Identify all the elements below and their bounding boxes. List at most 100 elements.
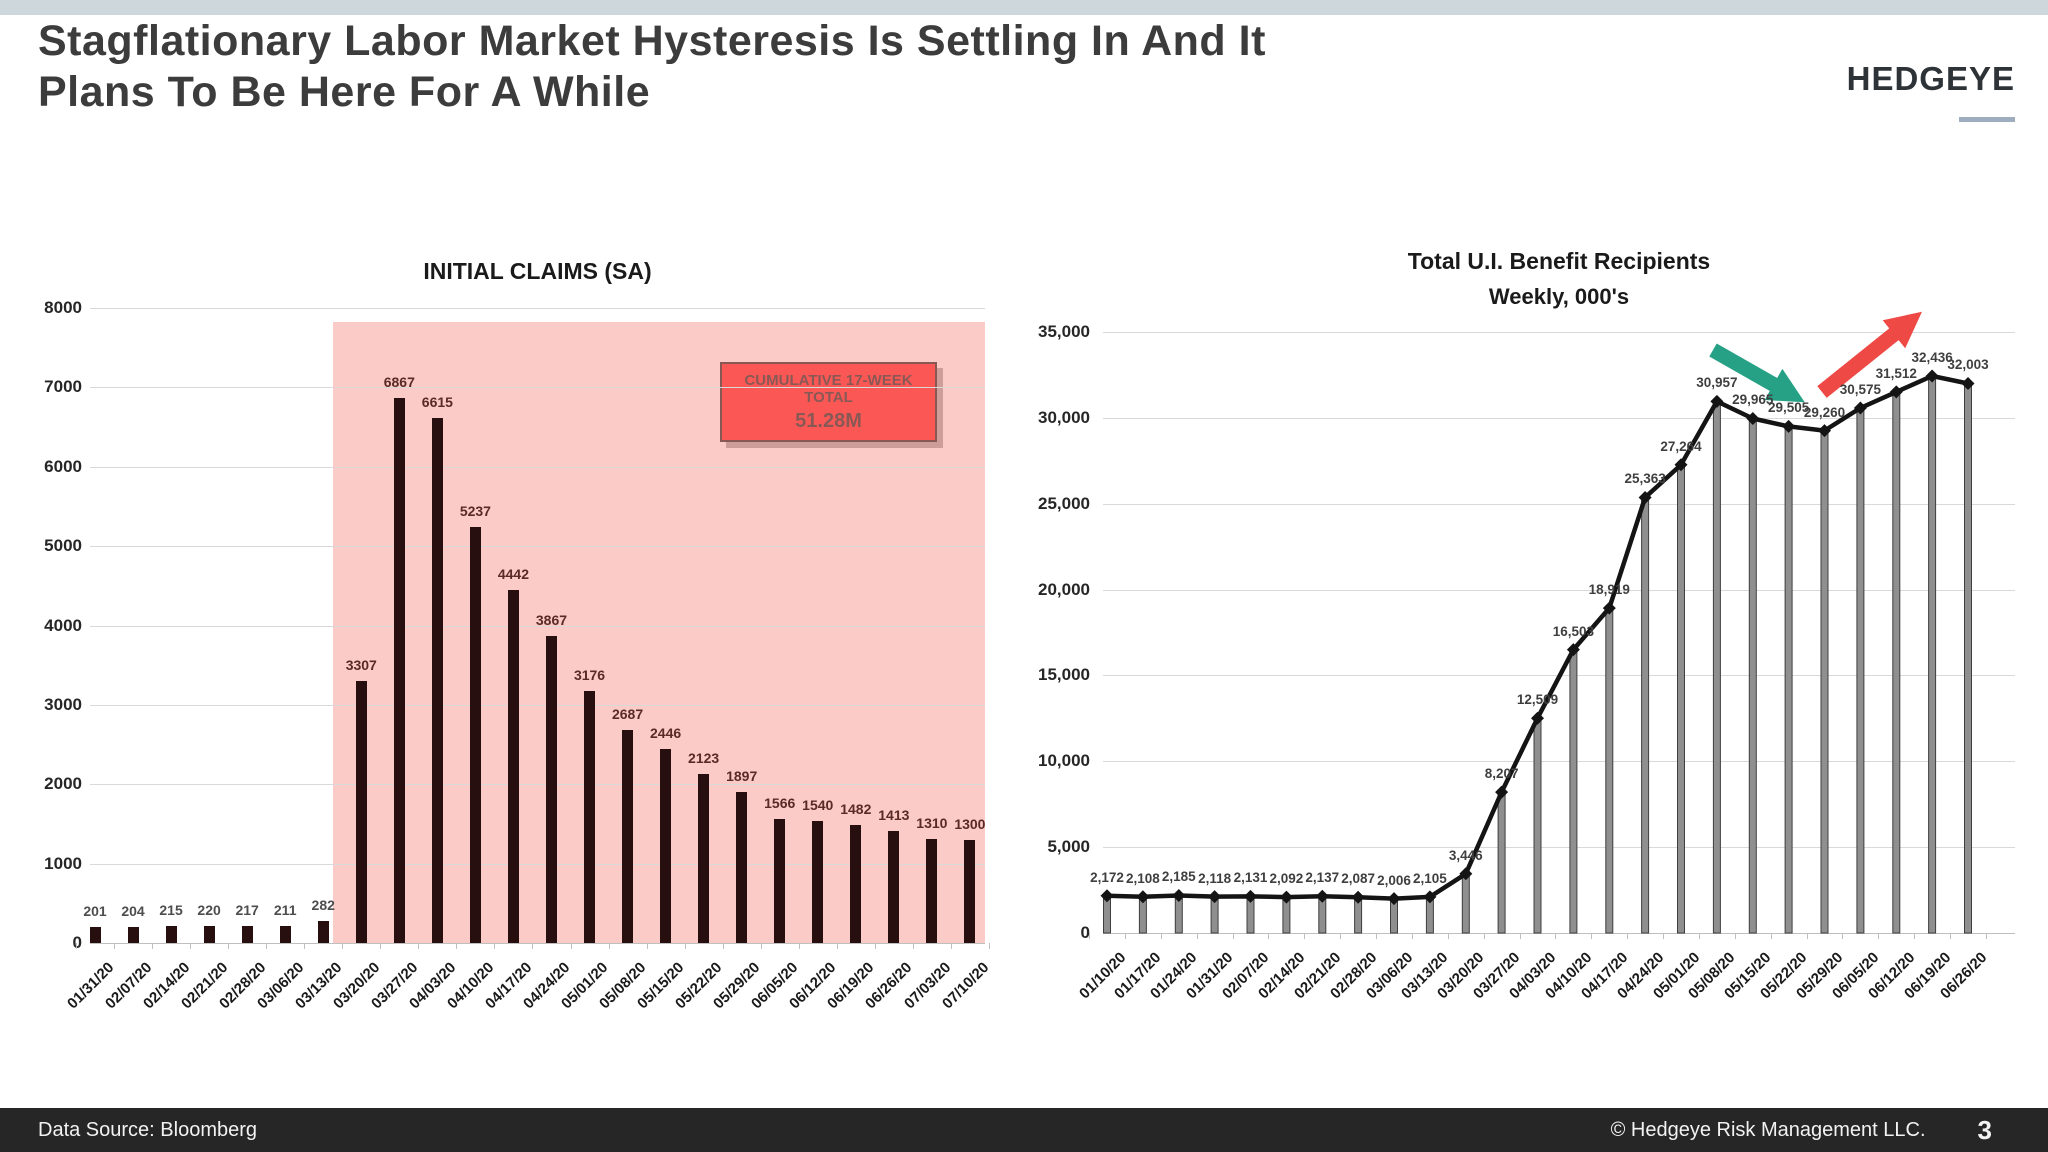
x-tick	[1519, 933, 1521, 939]
bar	[127, 926, 139, 943]
x-tick	[1698, 933, 1700, 939]
bar	[660, 748, 672, 943]
page-number: 3	[1977, 1114, 1992, 1145]
x-tick	[1411, 933, 1413, 939]
stem-bar	[1856, 407, 1865, 934]
bar	[926, 839, 938, 943]
y-tick-label: 15,000	[1038, 665, 1090, 685]
point-value-label: 18,919	[1588, 582, 1630, 598]
x-tick	[1914, 933, 1916, 939]
x-tick	[266, 943, 268, 949]
y-tick-label: 35,000	[1038, 322, 1090, 341]
x-tick	[304, 943, 306, 949]
bar-value-label: 3176	[573, 666, 606, 683]
bar	[584, 690, 596, 943]
point-value-label: 2,185	[1161, 869, 1196, 885]
bar	[317, 920, 329, 943]
y-tick-label: 0	[72, 933, 82, 952]
y-gridline	[90, 466, 985, 468]
stem-bar	[1318, 895, 1327, 934]
point-marker	[1853, 401, 1867, 415]
point-value-label: 12,509	[1516, 692, 1559, 708]
stem-bar	[1605, 607, 1614, 934]
bar	[736, 792, 748, 943]
point-value-label: 2,137	[1305, 870, 1340, 886]
y-gridline	[90, 308, 985, 309]
y-tick-label: 5,000	[1047, 837, 1090, 857]
bar-value-label: 1413	[878, 806, 910, 823]
x-tick	[988, 943, 990, 949]
footer-bar: Data Source: Bloomberg © Hedgeye Risk Ma…	[0, 1108, 2048, 1152]
y-tick-label: 3000	[44, 694, 82, 714]
bar-value-label: 220	[197, 901, 221, 918]
x-tick	[1878, 933, 1880, 939]
y-tick-label: 6000	[44, 456, 82, 476]
y-gridline	[90, 943, 985, 944]
bar	[622, 729, 634, 943]
point-marker	[1315, 889, 1329, 903]
x-tick	[532, 943, 534, 949]
x-tick	[1591, 933, 1593, 939]
trend-line	[1106, 373, 1969, 901]
y-gridline	[1103, 933, 2015, 934]
top-band	[0, 0, 2048, 15]
x-tick	[950, 943, 952, 949]
y-gridline	[90, 625, 985, 627]
x-tick	[1447, 933, 1449, 939]
x-tick	[1483, 933, 1485, 939]
bar-value-label: 2446	[650, 724, 682, 741]
y-gridline	[1103, 675, 2015, 677]
bar-value-label: 4442	[497, 566, 530, 583]
bar	[774, 818, 786, 943]
point-marker	[1925, 369, 1939, 383]
stem-bar	[1354, 896, 1363, 934]
point-marker	[1889, 385, 1903, 399]
point-value-label: 16,503	[1552, 623, 1595, 639]
bar-value-label: 211	[273, 902, 297, 919]
page-title-line1: Stagflationary Labor Market Hysteresis I…	[38, 17, 1266, 65]
bar-value-label: 2123	[688, 750, 720, 767]
x-tick	[722, 943, 724, 949]
bar-value-label: 3867	[535, 612, 568, 629]
x-tick	[1985, 933, 1987, 939]
y-gridline	[90, 387, 985, 389]
x-tick	[1160, 933, 1162, 939]
point-value-label: 2,118	[1198, 870, 1232, 886]
point-marker	[1387, 892, 1401, 906]
stem-bar	[1138, 896, 1147, 934]
y-gridline	[90, 546, 985, 548]
data-source-label: Data Source: Bloomberg	[38, 1118, 258, 1141]
x-tick	[1806, 933, 1808, 939]
bar-value-label: 215	[159, 901, 183, 918]
point-value-label: 30,575	[1839, 381, 1882, 397]
x-tick	[456, 943, 458, 949]
x-tick	[1232, 933, 1234, 939]
y-tick-label: 4000	[44, 615, 82, 635]
point-value-label: 3,446	[1448, 847, 1483, 863]
x-tick	[1734, 933, 1736, 939]
stem-bar	[1210, 896, 1219, 934]
bar-value-label: 1540	[802, 796, 834, 813]
stem-bar	[1677, 464, 1685, 934]
bar	[964, 839, 976, 943]
point-value-label: 27,264	[1660, 438, 1702, 454]
point-marker	[1423, 890, 1437, 904]
bar	[698, 774, 710, 943]
stem-bar	[1784, 425, 1793, 934]
x-tick	[494, 943, 496, 949]
bar	[469, 527, 481, 943]
stem-bar	[1425, 896, 1434, 934]
stem-bar	[1246, 895, 1255, 934]
bar	[165, 925, 177, 943]
point-marker	[1566, 643, 1580, 657]
x-tick	[1627, 933, 1629, 939]
ui-chart-subtitle: Weekly, 000's	[1488, 284, 1630, 309]
x-tick	[1196, 933, 1198, 939]
point-value-label: 29,260	[1803, 404, 1846, 420]
y-gridline	[1103, 589, 2015, 591]
bar-value-label: 2687	[611, 705, 644, 722]
bar	[888, 830, 900, 943]
bar-value-label: 1482	[840, 801, 872, 818]
